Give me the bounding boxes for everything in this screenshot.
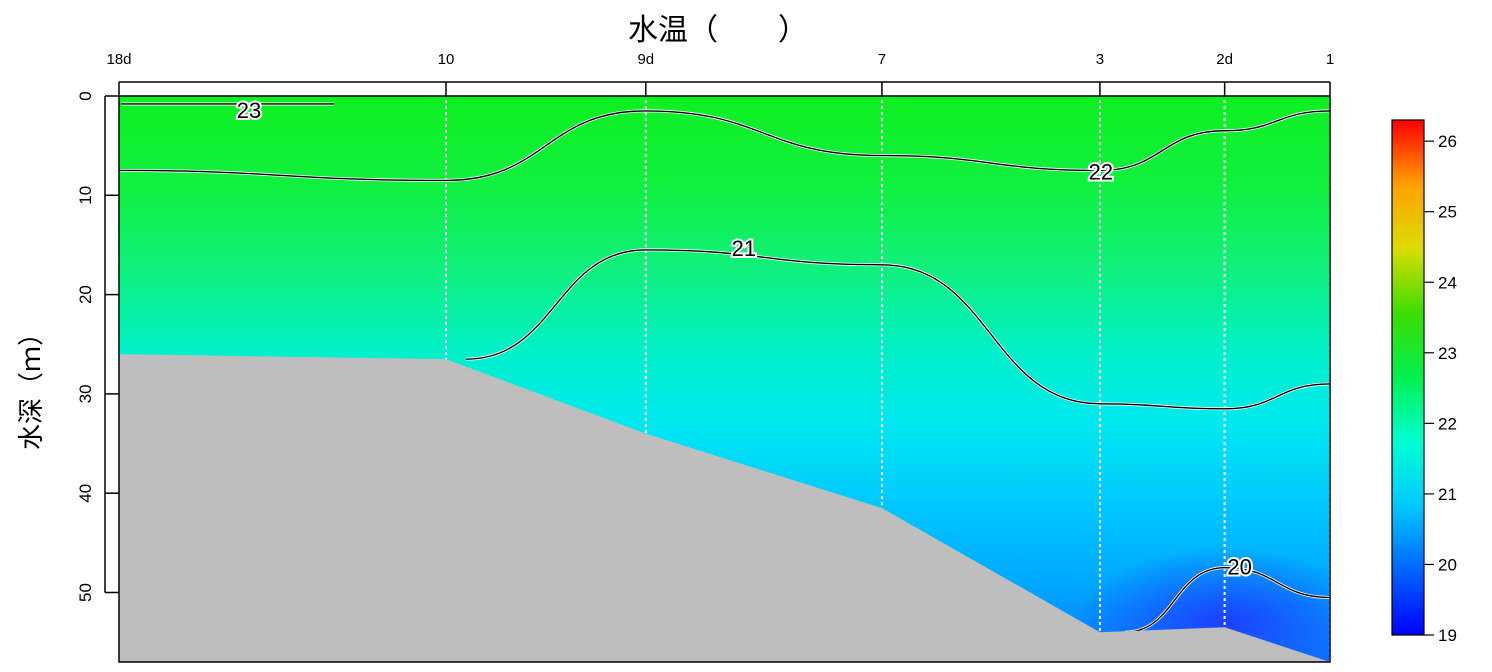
station-label-18d: 18d	[106, 51, 131, 68]
y-axis-label: 水深（ｍ）	[16, 320, 46, 450]
colorbar-label-23: 23	[1438, 344, 1457, 363]
chart-title: 水温（ ）	[628, 14, 808, 47]
station-label-10: 10	[438, 51, 455, 68]
colorbar: 19 20 21 22 23 24 25 26	[1391, 119, 1457, 645]
contour-label-23: 23	[237, 98, 261, 123]
station-label-1: 1	[1326, 51, 1334, 68]
contour-label-22: 22	[1089, 159, 1113, 184]
station-label-7: 7	[878, 51, 886, 68]
depth-label-20: 20	[76, 285, 95, 304]
contour-line-20	[1124, 566, 1331, 633]
colorbar-label-25: 25	[1438, 203, 1457, 222]
plot-frame	[118, 95, 1331, 663]
colorbar-label-22: 22	[1438, 414, 1457, 433]
colorbar-label-21: 21	[1438, 485, 1457, 504]
colorbar-label-20: 20	[1438, 555, 1457, 574]
contour-label-21: 21	[732, 236, 756, 261]
depth-label-10: 10	[76, 186, 95, 205]
colorbar-ticks: 19 20 21 22 23 24 25 26	[1424, 132, 1457, 645]
depth-axis: 0 10 20 30 40 50	[76, 91, 119, 602]
contour-line-21	[465, 249, 1331, 410]
station-label-2d: 2d	[1216, 51, 1233, 68]
plot-area: 23 22 21 20	[118, 95, 1331, 663]
station-axis: 18d 10 9d 7 3 2d 1	[106, 51, 1334, 96]
colorbar-label-24: 24	[1438, 273, 1457, 292]
contour-lines: 23 22 21 20	[118, 96, 1331, 634]
contour-label-20: 20	[1227, 555, 1251, 580]
depth-label-30: 30	[76, 384, 95, 403]
colorbar-gradient	[1391, 119, 1425, 636]
contour-line-22	[118, 110, 1331, 182]
station-label-9d: 9d	[637, 51, 654, 68]
seafloor-mask	[119, 354, 1330, 662]
depth-label-40: 40	[76, 484, 95, 503]
colorbar-label-19: 19	[1438, 626, 1457, 645]
depth-label-50: 50	[76, 583, 95, 602]
depth-label-0: 0	[76, 91, 95, 100]
colorbar-label-26: 26	[1438, 132, 1457, 151]
station-label-3: 3	[1096, 51, 1104, 68]
